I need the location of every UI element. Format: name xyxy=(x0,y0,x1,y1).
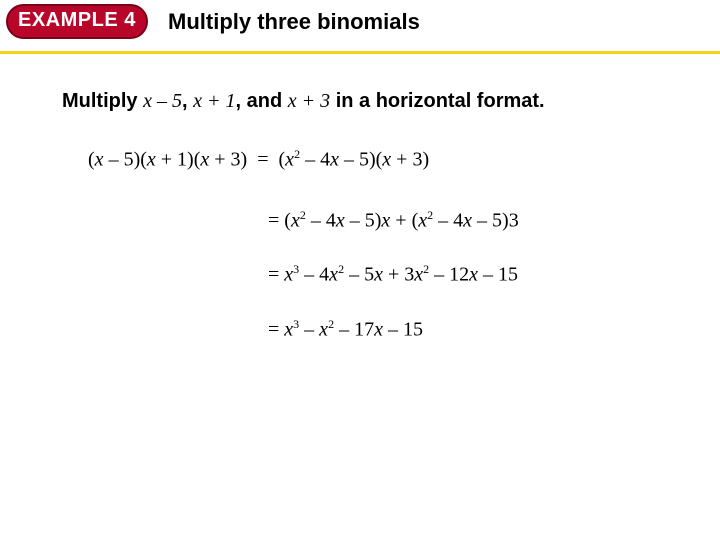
instr-prefix: Multiply xyxy=(62,90,143,112)
instruction-line: Multiply x – 5, x + 1, and x + 3 in a ho… xyxy=(62,90,670,113)
instr-sep1: , xyxy=(182,90,193,112)
header-band: EXAMPLE 4 Multiply three binomials xyxy=(0,0,720,54)
binomial-3: x + 3 xyxy=(288,90,330,112)
math-line-2: = (x2 – 4x – 5)x + (x2 – 4x – 5)3 xyxy=(268,208,670,233)
binomial-2: x + 1 xyxy=(193,90,235,112)
content-area: Multiply x – 5, x + 1, and x + 3 in a ho… xyxy=(0,54,720,342)
math-work: (x – 5)(x + 1)(x + 3) = (x2 – 4x – 5)(x … xyxy=(62,147,670,342)
badge-text: EXAMPLE 4 xyxy=(18,9,136,31)
example-badge: EXAMPLE 4 xyxy=(6,4,148,39)
instr-sep2: , and xyxy=(236,90,288,112)
math-line-3: = x3 – 4x2 – 5x + 3x2 – 12x – 15 xyxy=(268,262,670,287)
math-line-4: = x3 – x2 – 17x – 15 xyxy=(268,317,670,342)
instr-suffix: in a horizontal format. xyxy=(330,90,544,112)
page-title: Multiply three binomials xyxy=(168,9,420,35)
math-line-1: (x – 5)(x + 1)(x + 3) = (x2 – 4x – 5)(x … xyxy=(88,147,670,172)
binomial-1: x – 5 xyxy=(143,90,182,112)
